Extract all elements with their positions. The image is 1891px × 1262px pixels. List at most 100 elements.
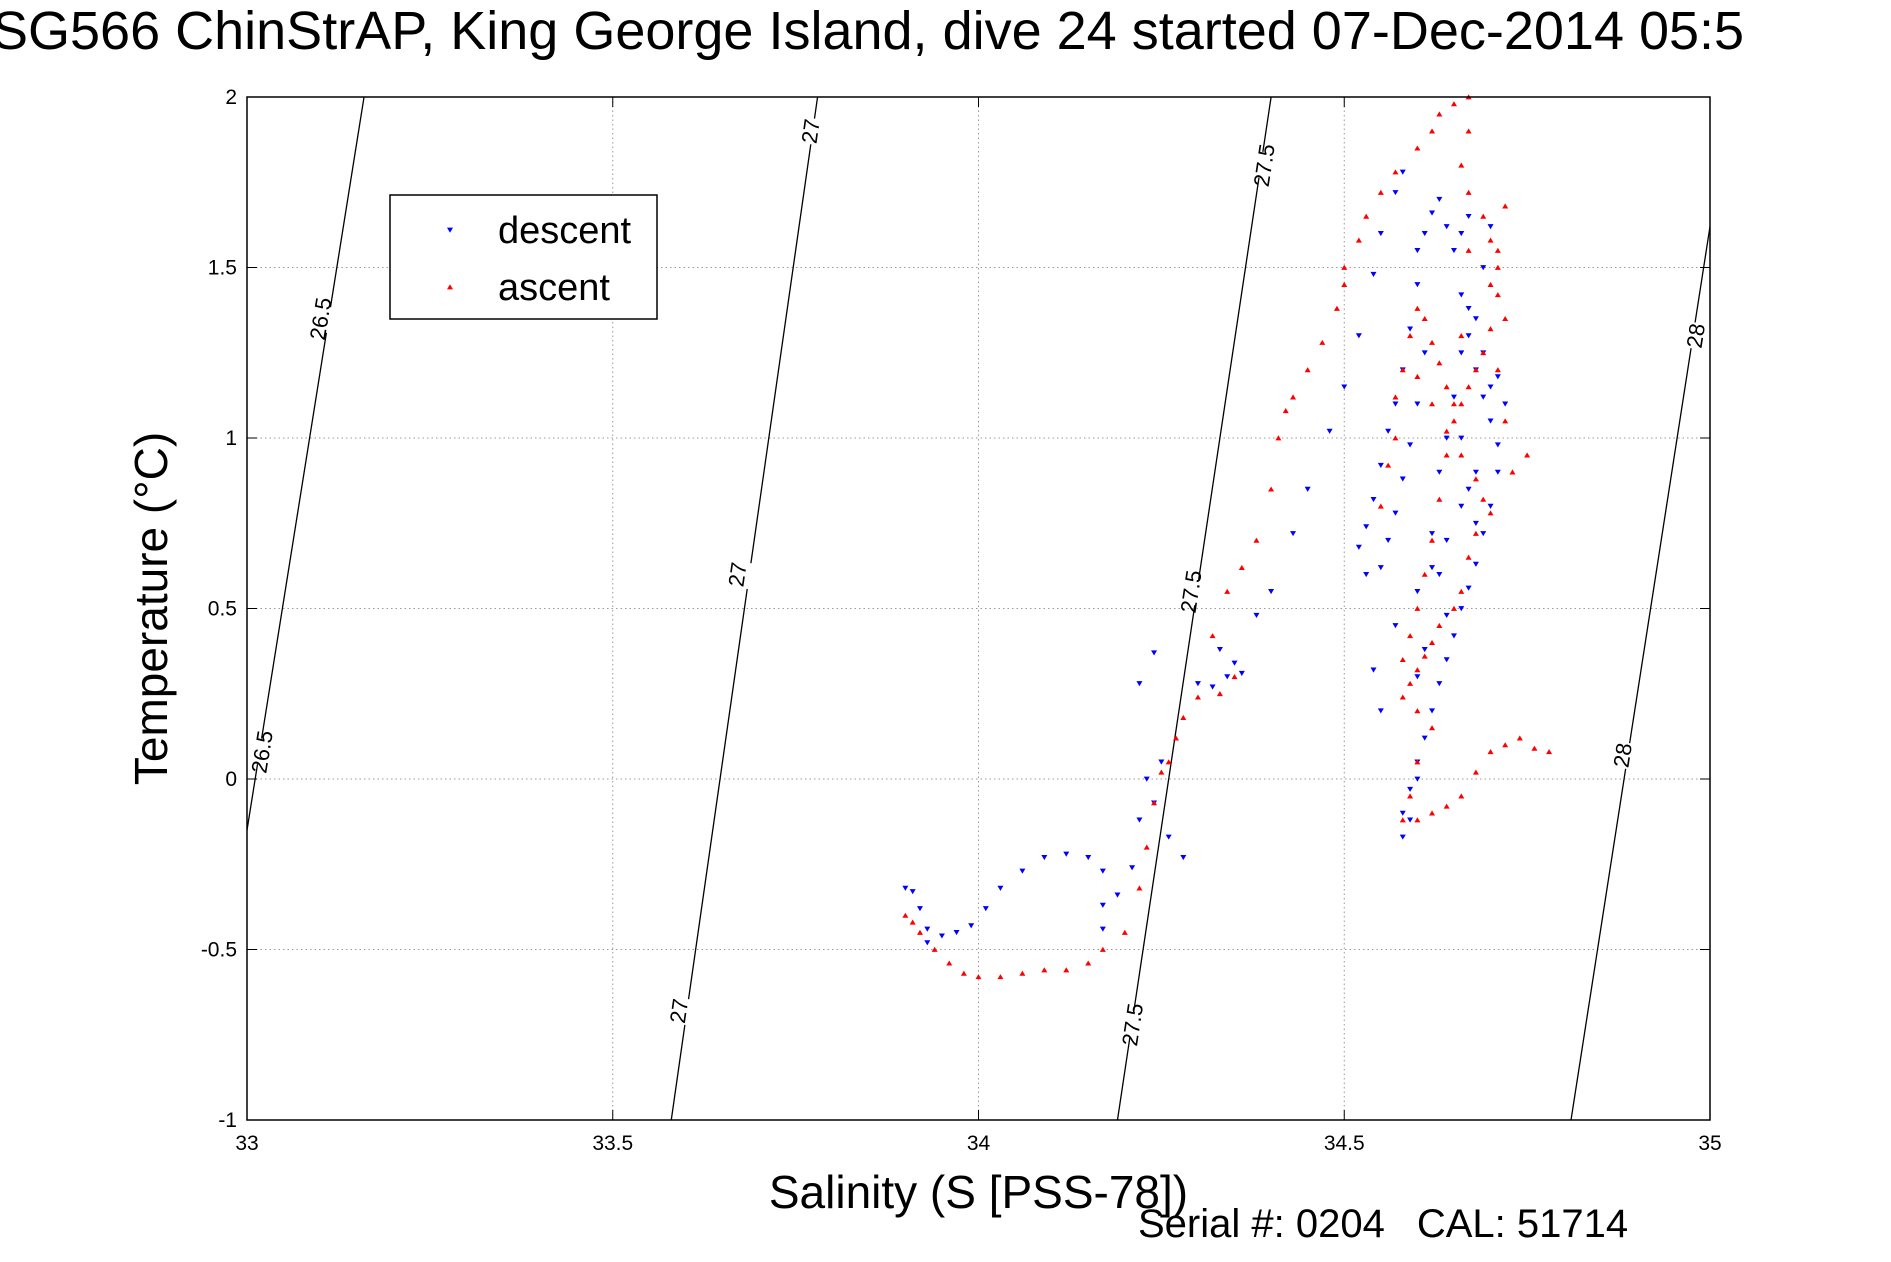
- ascent-point: [1516, 735, 1523, 741]
- descent-point: [1085, 855, 1092, 861]
- descent-point: [1099, 868, 1106, 874]
- descent-point: [1472, 316, 1479, 322]
- ascent-point: [1399, 694, 1406, 700]
- descent-point: [1370, 667, 1377, 673]
- ascent-point: [1414, 605, 1421, 611]
- ascent-point: [1487, 749, 1494, 755]
- ascent-point: [1458, 452, 1465, 458]
- ascent-point: [1421, 571, 1428, 577]
- descent-point: [1494, 374, 1501, 380]
- descent-point: [1414, 589, 1421, 595]
- descent-point: [1436, 572, 1443, 578]
- ascent-point: [1472, 476, 1479, 482]
- descent-point: [1458, 435, 1465, 441]
- descent-point: [909, 889, 916, 895]
- descent-point: [924, 926, 931, 932]
- ascent-point: [1019, 970, 1026, 976]
- axis-ticks: 33 33.5 34 34.5 35 -1 -0.5 0 0.5 1 1.5 2: [201, 86, 1722, 1155]
- ascent-point: [1429, 128, 1436, 134]
- ascent-point: [1458, 793, 1465, 799]
- ascent-point: [1414, 145, 1421, 151]
- descent-point: [1421, 735, 1428, 741]
- descent-point: [1370, 271, 1377, 278]
- ascent-point: [1253, 537, 1260, 543]
- descent-point: [1421, 231, 1428, 237]
- ascent-point: [1268, 486, 1275, 492]
- descent-point: [1377, 565, 1384, 571]
- descent-point: [1487, 503, 1494, 509]
- descent-point: [1465, 213, 1472, 220]
- ascent-point: [931, 946, 938, 952]
- x-tick-label: 34.5: [1324, 1132, 1365, 1155]
- ascent-point: [1429, 810, 1436, 816]
- ascent-point: [1385, 462, 1392, 468]
- y-tick-label: 0: [225, 768, 237, 791]
- isopycnal-label-bg: [1669, 319, 1722, 353]
- ascent-point: [1399, 367, 1406, 373]
- ascent-point: [1224, 588, 1231, 594]
- ascent-point: [1436, 360, 1443, 366]
- ascent-point: [1407, 793, 1414, 799]
- ascent-point: [1546, 749, 1553, 755]
- ascent-point: [1494, 367, 1501, 373]
- ascent-point: [1085, 960, 1092, 966]
- descent-point: [1363, 572, 1370, 578]
- ascent-point: [1436, 496, 1443, 502]
- ascent-point: [1407, 680, 1414, 686]
- descent-point: [1392, 623, 1399, 629]
- descent-point: [1392, 190, 1399, 196]
- ascent-point: [1531, 745, 1538, 751]
- descent-point: [1436, 196, 1443, 202]
- isopycnal-label-bg: [294, 302, 346, 336]
- descent-point: [1429, 210, 1436, 216]
- descent-point: [1487, 384, 1494, 390]
- ascent-point: [1209, 633, 1216, 639]
- descent-point: [938, 933, 945, 939]
- ascent-point: [975, 974, 982, 980]
- descent-point: [1326, 428, 1333, 434]
- descent-point: [1480, 394, 1487, 400]
- isopycnal-label: 27.5: [1117, 1002, 1148, 1048]
- chart-title: SG566 ChinStrAP, King George Island, div…: [0, 1, 1745, 61]
- descent-point: [1465, 486, 1472, 492]
- descent-point: [1399, 476, 1406, 482]
- ascent-point: [1143, 844, 1150, 850]
- ascent-point: [1502, 742, 1509, 748]
- ascent-point: [1392, 435, 1399, 441]
- ascent-point: [1524, 452, 1531, 458]
- descent-point: [982, 906, 989, 912]
- descent-point: [1385, 537, 1392, 543]
- ascent-point: [1436, 111, 1443, 117]
- isopycnal-label: 27.5: [1176, 568, 1207, 614]
- ascent-point: [1377, 189, 1384, 195]
- descent-point: [1450, 394, 1457, 400]
- legend-box: [389, 194, 658, 320]
- ascent-point: [1450, 401, 1457, 407]
- descent-point: [1099, 902, 1106, 908]
- y-tick-label: 1.5: [208, 257, 237, 280]
- isopycnal-label-bg: [784, 114, 836, 148]
- ascent-point: [1275, 435, 1282, 441]
- descent-point: [1355, 544, 1362, 550]
- descent-point: [1458, 503, 1465, 509]
- descent-point: [1114, 892, 1121, 898]
- descent-point: [1465, 306, 1472, 312]
- ascent-point: [1494, 264, 1501, 270]
- ascent-point: [1502, 203, 1509, 209]
- descent-point: [1341, 384, 1348, 390]
- legend-descent-label: descent: [498, 210, 632, 252]
- ascent-point: [1472, 367, 1479, 373]
- ascent-point: [916, 929, 923, 935]
- isopycnal-label-bg: [652, 994, 705, 1028]
- ascent-point: [1194, 694, 1201, 700]
- ascent-point: [946, 960, 953, 966]
- ascent-point: [1429, 725, 1436, 731]
- ascent-point: [1399, 656, 1406, 663]
- ascent-point: [1136, 885, 1143, 891]
- isopycnal-label: 26.5: [305, 296, 336, 342]
- ascent-point: [1414, 817, 1421, 823]
- descent-point: [1421, 350, 1428, 356]
- ascent-point: [1099, 946, 1106, 952]
- ascent-point: [1290, 394, 1297, 400]
- descent-point: [1165, 834, 1172, 840]
